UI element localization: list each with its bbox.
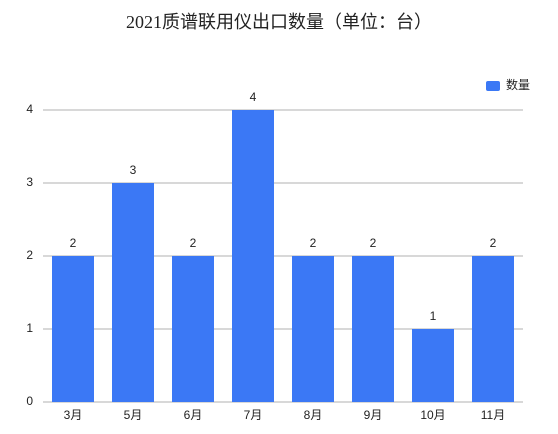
- y-tick-label: 1: [26, 321, 33, 335]
- bar: [352, 256, 394, 402]
- data-label: 2: [190, 236, 197, 250]
- legend-swatch: [486, 81, 500, 91]
- bar: [292, 256, 334, 402]
- data-label: 1: [430, 309, 437, 323]
- x-tick-label: 3月: [64, 408, 83, 422]
- y-tick-label: 2: [26, 248, 33, 262]
- bar: [172, 256, 214, 402]
- y-tick-label: 4: [26, 102, 33, 116]
- x-tick-label: 8月: [304, 408, 323, 422]
- x-tick-label: 10月: [420, 408, 445, 422]
- bar: [472, 256, 514, 402]
- data-label: 2: [490, 236, 497, 250]
- x-tick-label: 11月: [481, 408, 505, 422]
- y-tick-label: 0: [26, 394, 33, 408]
- bar: [412, 329, 454, 402]
- legend-label: 数量: [506, 77, 530, 92]
- x-tick-label: 6月: [184, 408, 203, 422]
- data-label: 2: [370, 236, 377, 250]
- bar: [232, 110, 274, 402]
- y-tick-label: 3: [26, 175, 33, 189]
- bar: [52, 256, 94, 402]
- data-label: 3: [130, 163, 137, 177]
- data-label: 2: [310, 236, 317, 250]
- chart-title: 2021质谱联用仪出口数量（单位：台）: [126, 12, 432, 32]
- x-tick-label: 9月: [364, 408, 383, 422]
- x-tick-label: 5月: [124, 408, 143, 422]
- bar: [112, 183, 154, 402]
- data-label: 4: [250, 90, 257, 104]
- data-label: 2: [70, 236, 77, 250]
- x-tick-label: 7月: [244, 408, 263, 422]
